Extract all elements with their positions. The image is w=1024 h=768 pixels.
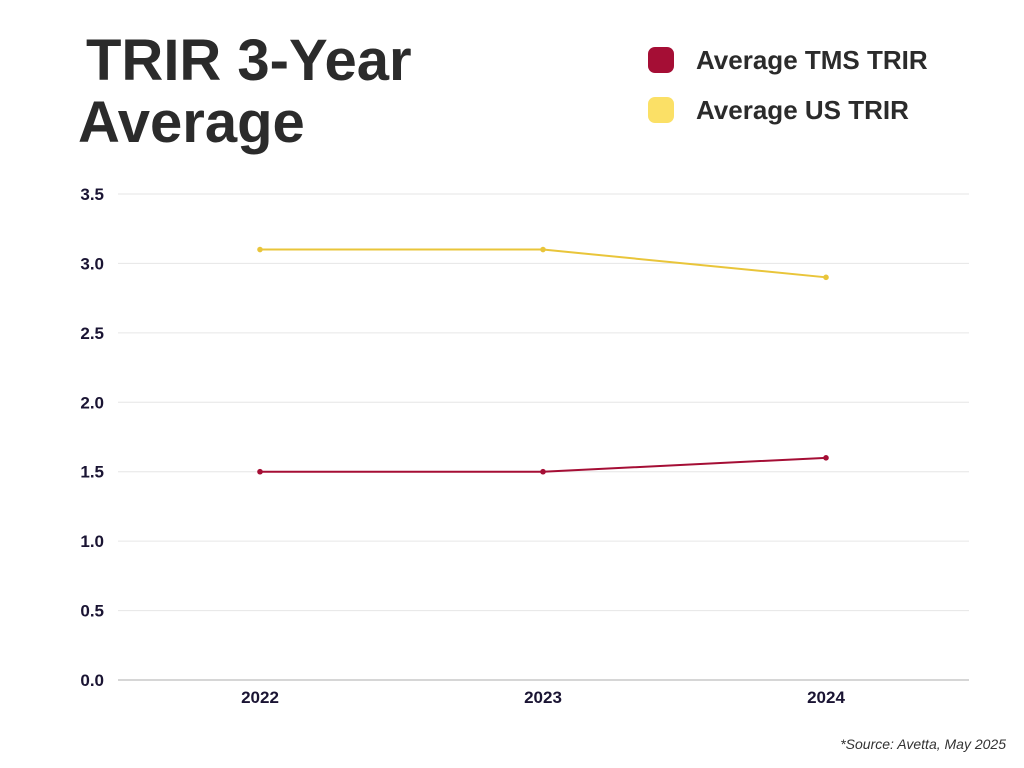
x-tick-label: 2023: [524, 688, 562, 707]
y-tick-label: 1.5: [80, 463, 104, 482]
source-note: *Source: Avetta, May 2025: [840, 736, 1006, 752]
x-tick-label: 2024: [807, 688, 845, 707]
chart-title: TRIR 3-Year Average: [78, 30, 598, 154]
legend-swatch-tms: [648, 47, 674, 73]
y-tick-label: 1.0: [80, 532, 104, 551]
data-point: [823, 455, 829, 461]
y-tick-label: 3.5: [80, 185, 104, 204]
legend-swatch-us: [648, 97, 674, 123]
y-tick-label: 0.0: [80, 671, 104, 690]
legend-item-tms: Average TMS TRIR: [648, 42, 928, 78]
chart-legend: Average TMS TRIR Average US TRIR: [648, 42, 928, 142]
data-point: [540, 468, 546, 475]
y-tick-label: 2.0: [80, 393, 104, 412]
data-point: [823, 274, 829, 281]
chart-title-line-2: Average: [78, 90, 305, 155]
data-point: [257, 246, 263, 253]
legend-item-us: Average US TRIR: [648, 92, 928, 128]
legend-label-tms: Average TMS TRIR: [696, 44, 928, 75]
y-tick-label: 0.5: [80, 602, 104, 621]
chart-title-line-1: TRIR 3-Year: [86, 28, 412, 93]
legend-label-us: Average US TRIR: [696, 94, 909, 125]
data-point: [257, 468, 263, 475]
y-tick-label: 2.5: [80, 324, 104, 343]
data-point: [540, 246, 546, 253]
y-tick-label: 3.0: [80, 254, 104, 273]
x-tick-label: 2022: [241, 688, 279, 707]
